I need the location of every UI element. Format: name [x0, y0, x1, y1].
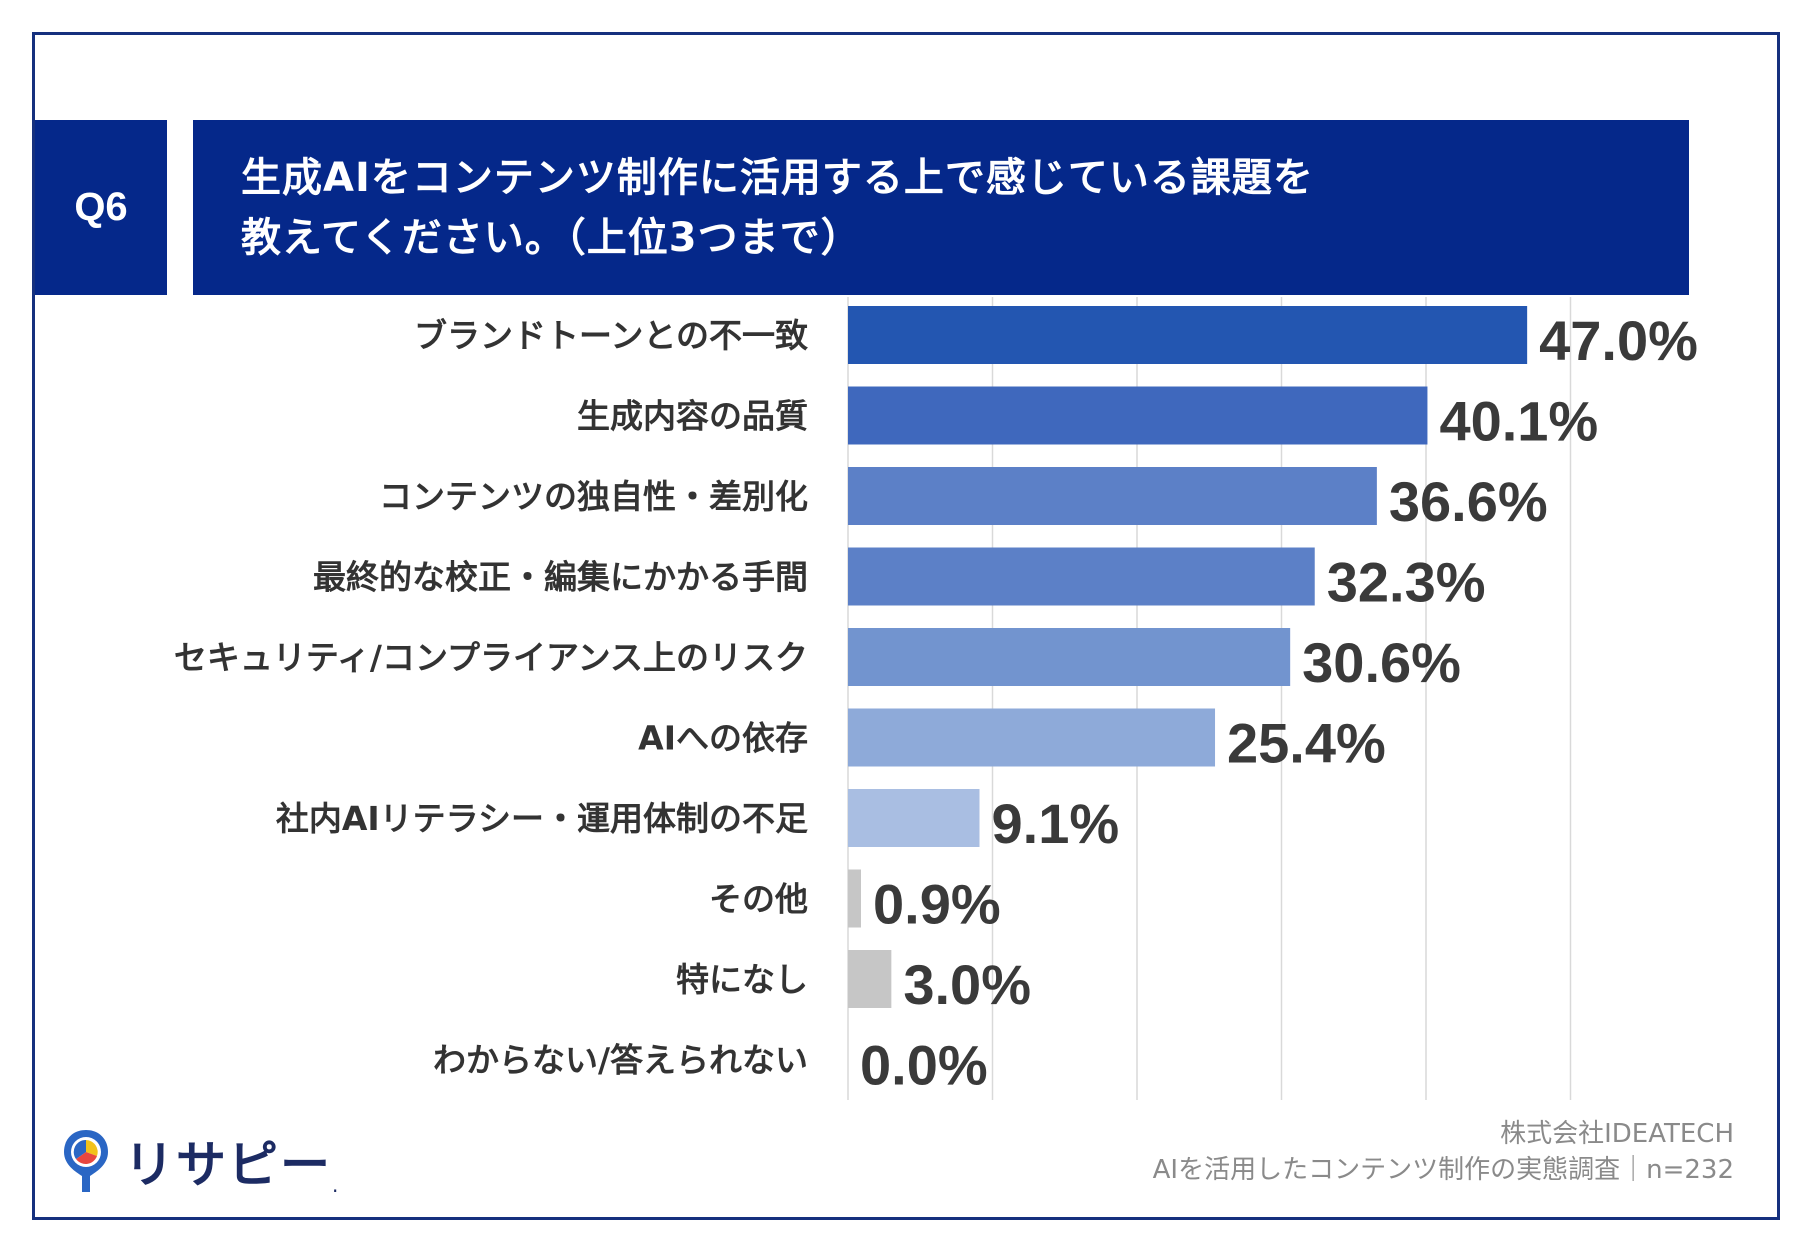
title-line-1: 生成AIをコンテンツ制作に活用する上で感じている課題を: [241, 155, 1314, 201]
value-label: 40.1%: [1439, 390, 1598, 453]
bar: [848, 869, 862, 928]
risapy-logo: リサピー .: [62, 1125, 338, 1197]
category-label: 生成内容の品質: [577, 397, 808, 436]
bar: [848, 708, 1216, 767]
bar: [848, 386, 1428, 445]
value-label: 0.9%: [873, 873, 1001, 936]
company-name: 株式会社IDEATECH: [1500, 1119, 1734, 1149]
value-label: 3.0%: [903, 953, 1031, 1016]
category-label: 最終的な校正・編集にかかる手間: [313, 558, 808, 597]
brand-name: リサピー: [124, 1136, 332, 1194]
category-label: その他: [709, 880, 808, 919]
value-label: 0.0%: [860, 1034, 988, 1097]
question-title: 生成AIをコンテンツ制作に活用する上で感じている課題を 教えてください。（上位3…: [193, 120, 1689, 295]
category-label: 特になし: [676, 960, 808, 999]
brand-mark: .: [332, 1173, 339, 1197]
pin-logo-icon: [64, 1130, 108, 1192]
question-number: Q6: [35, 120, 167, 295]
value-label: 36.6%: [1389, 470, 1548, 533]
credit: 株式会社IDEATECH AIを活用したコンテンツ制作の実態調査｜n=232: [1153, 1116, 1734, 1188]
category-label: コンテンツの独自性・差別化: [379, 477, 808, 516]
survey-name: AIを活用したコンテンツ制作の実態調査｜n=232: [1152, 1155, 1734, 1185]
bar: [848, 467, 1377, 525]
bar: [848, 547, 1315, 606]
bar: [848, 628, 1291, 686]
category-label: AIへの依存: [638, 719, 808, 758]
value-label: 9.1%: [991, 792, 1119, 855]
chart-frame: Q6 生成AIをコンテンツ制作に活用する上で感じている課題を 教えてください。（…: [32, 32, 1780, 1220]
bar: [848, 950, 892, 1008]
category-label: ブランドトーンとの不一致: [414, 316, 808, 355]
category-label: 社内AIリテラシー・運用体制の不足: [276, 799, 808, 838]
category-label: セキュリティ/コンプライアンス上のリスク: [174, 638, 808, 677]
bar: [848, 306, 1528, 364]
value-label: 32.3%: [1327, 551, 1486, 614]
value-label: 30.6%: [1302, 631, 1461, 694]
bar: [848, 789, 980, 847]
value-label: 47.0%: [1539, 309, 1698, 372]
value-label: 25.4%: [1227, 712, 1386, 775]
category-label: わからない/答えられない: [433, 1041, 808, 1080]
title-line-2: 教えてください。（上位3つまで）: [241, 215, 862, 261]
